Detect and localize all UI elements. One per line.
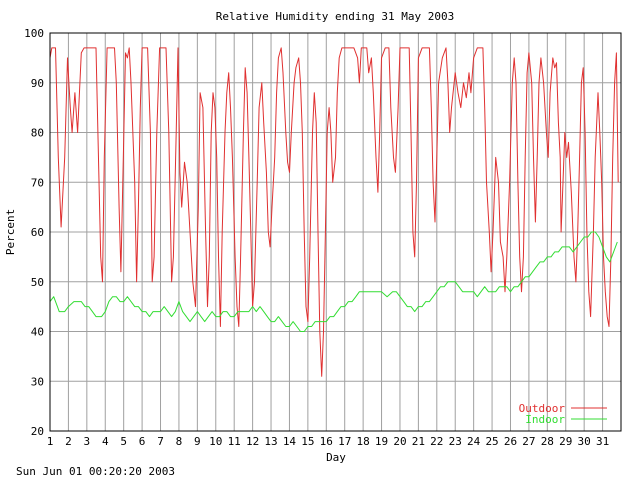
- x-tick-label: 24: [467, 435, 481, 448]
- series-line-indoor: [49, 231, 618, 332]
- y-axis-label: Percent: [4, 209, 17, 255]
- x-tick-label: 28: [541, 435, 554, 448]
- y-tick-label: 70: [31, 176, 44, 189]
- x-tick-label: 5: [120, 435, 127, 448]
- y-tick-label: 60: [31, 226, 44, 239]
- y-tick-label: 30: [31, 375, 44, 388]
- x-tick-label: 10: [209, 435, 222, 448]
- x-tick-label: 14: [283, 435, 297, 448]
- x-tick-label: 31: [596, 435, 609, 448]
- y-tick-label: 80: [31, 127, 44, 140]
- chart-title: Relative Humidity ending 31 May 2003: [216, 10, 454, 23]
- y-tick-label: 40: [31, 326, 44, 339]
- series-line-outdoor: [49, 47, 619, 377]
- y-tick-label: 20: [31, 425, 44, 438]
- x-tick-label: 15: [301, 435, 314, 448]
- x-tick-label: 22: [430, 435, 443, 448]
- x-tick-label: 2: [65, 435, 72, 448]
- x-tick-label: 27: [522, 435, 535, 448]
- x-tick-label: 11: [228, 435, 241, 448]
- footer-timestamp: Sun Jun 01 00:20:20 2003: [16, 465, 175, 478]
- y-tick-label: 50: [31, 276, 44, 289]
- y-tick-label: 100: [24, 27, 44, 40]
- x-tick-label: 12: [246, 435, 259, 448]
- x-tick-label: 3: [84, 435, 91, 448]
- plot-frame: [49, 32, 622, 432]
- x-tick-label: 26: [504, 435, 517, 448]
- x-axis-ticks: 1 2 3 4 5 6 7 8 9 10 11 12 13 14 15 16 17 18 19 20 21 22 23 24 2…: [47, 435, 610, 448]
- x-tick-label: 21: [412, 435, 425, 448]
- x-tick-label: 25: [485, 435, 498, 448]
- x-tick-label: 7: [157, 435, 164, 448]
- x-tick-label: 8: [176, 435, 183, 448]
- x-tick-label: 13: [264, 435, 277, 448]
- x-tick-label: 20: [393, 435, 406, 448]
- x-tick-label: 4: [102, 435, 109, 448]
- y-axis-ticks: 20 30 40 50 60 70 80 90 100: [24, 27, 44, 438]
- x-tick-label: 16: [320, 435, 333, 448]
- series-layer: [49, 47, 619, 377]
- x-axis-label: Day: [326, 451, 346, 464]
- x-tick-label: 9: [194, 435, 201, 448]
- y-tick-label: 90: [31, 77, 44, 90]
- legend-label-outdoor: Outdoor: [519, 402, 566, 415]
- x-tick-label: 17: [338, 435, 351, 448]
- grid: [50, 33, 621, 431]
- x-tick-label: 19: [375, 435, 388, 448]
- legend-label-indoor: Indoor: [525, 413, 565, 426]
- x-tick-label: 23: [449, 435, 462, 448]
- x-tick-label: 18: [357, 435, 370, 448]
- x-tick-label: 30: [578, 435, 591, 448]
- x-tick-label: 1: [47, 435, 54, 448]
- x-tick-label: 29: [559, 435, 572, 448]
- x-tick-label: 6: [139, 435, 146, 448]
